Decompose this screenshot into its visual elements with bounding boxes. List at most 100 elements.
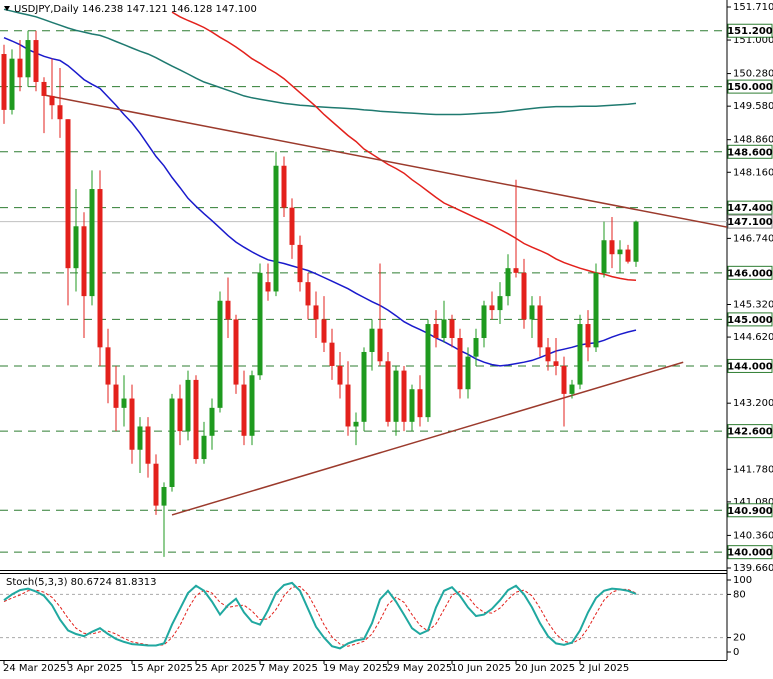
candle-body bbox=[137, 426, 143, 450]
candle-body bbox=[361, 351, 367, 422]
candle-body bbox=[425, 324, 431, 418]
candle-body bbox=[33, 40, 39, 82]
candle-body bbox=[433, 324, 439, 339]
candle-body bbox=[193, 379, 199, 460]
y-tick-label: 149.580 bbox=[733, 101, 773, 112]
level-label: 150.000 bbox=[727, 82, 773, 93]
candle-body bbox=[217, 300, 223, 408]
candle-body bbox=[121, 398, 127, 408]
candle-body bbox=[169, 398, 175, 487]
level-label: 151.200 bbox=[727, 26, 773, 37]
candle-body bbox=[401, 370, 407, 422]
y-tick-label: 140.360 bbox=[733, 530, 773, 541]
level-label: 145.000 bbox=[727, 315, 773, 326]
candle-body bbox=[561, 365, 567, 394]
candle-body bbox=[89, 189, 95, 297]
last-price-label: 147.100 bbox=[727, 217, 773, 228]
moving-average bbox=[3, 8, 637, 116]
moving-average bbox=[171, 11, 637, 282]
y-tick-label: 139.660 bbox=[733, 563, 773, 574]
stoch-main bbox=[3, 581, 637, 650]
candle-body bbox=[305, 282, 311, 306]
candle-body bbox=[505, 268, 511, 297]
candle-body bbox=[473, 338, 479, 357]
candle-body bbox=[513, 268, 519, 273]
price-pane bbox=[0, 8, 727, 557]
candle-body bbox=[129, 398, 135, 450]
candle-body bbox=[441, 319, 447, 339]
x-tick-label: 10 Jun 2025 bbox=[451, 663, 511, 674]
y-tick-label: 144.620 bbox=[733, 332, 773, 343]
chart-title: USDJPY,Daily 146.238 147.121 146.128 147… bbox=[14, 4, 257, 15]
candle-body bbox=[409, 389, 415, 422]
stoch-tick-label: 80 bbox=[733, 589, 746, 600]
x-tick-label: 29 May 2025 bbox=[387, 663, 452, 674]
candle-body bbox=[457, 338, 463, 390]
candle-body bbox=[353, 421, 359, 427]
candle-body bbox=[385, 361, 391, 422]
candle-body bbox=[329, 342, 335, 366]
candle-body bbox=[625, 249, 631, 262]
candle-body bbox=[113, 384, 119, 408]
level-label-box bbox=[727, 503, 773, 518]
candle-body bbox=[105, 347, 111, 385]
candle-body bbox=[393, 370, 399, 422]
x-tick-label: 2 Jul 2025 bbox=[579, 663, 629, 674]
candle-body bbox=[569, 384, 575, 394]
y-tick-label: 151.710 bbox=[733, 2, 773, 13]
candle-body bbox=[257, 272, 263, 376]
candle-body bbox=[449, 319, 455, 339]
level-label: 140.000 bbox=[727, 548, 773, 559]
candle-body bbox=[209, 407, 215, 436]
candle-body bbox=[465, 356, 471, 390]
candle-body bbox=[73, 226, 79, 269]
candle-body bbox=[617, 249, 623, 255]
candle-body bbox=[529, 305, 535, 320]
x-tick-label: 3 Apr 2025 bbox=[67, 663, 122, 674]
candle-body bbox=[97, 189, 103, 348]
candle-body bbox=[201, 435, 207, 460]
y-tick-label: 151.000 bbox=[733, 35, 773, 46]
y-tick-label: 143.200 bbox=[733, 398, 773, 409]
y-tick-label: 150.280 bbox=[733, 69, 773, 80]
candle-body bbox=[265, 282, 271, 292]
stoch-tick-label: 20 bbox=[733, 633, 746, 644]
candle-body bbox=[41, 81, 47, 96]
candle-body bbox=[633, 221, 639, 262]
level-label: 147.400 bbox=[727, 203, 773, 214]
x-tick-label: 20 Jun 2025 bbox=[515, 663, 575, 674]
level-label-box bbox=[727, 424, 773, 439]
candle-body bbox=[81, 226, 87, 297]
axes: 151.710 151.000 150.280 149.580 148.860 148.1… bbox=[3, 2, 773, 674]
stoch-signal bbox=[3, 585, 637, 647]
stoch-tick-label: 100 bbox=[733, 575, 752, 586]
candle-body bbox=[65, 119, 71, 269]
level-label-box bbox=[727, 200, 773, 215]
candle-body bbox=[545, 347, 551, 362]
x-tick-label: 15 Apr 2025 bbox=[131, 663, 193, 674]
stochastic-label: Stoch(5,3,3) 80.6724 81.8313 bbox=[6, 577, 157, 588]
candle-body bbox=[225, 300, 231, 320]
level-label: 142.600 bbox=[727, 427, 773, 438]
candle-body bbox=[321, 319, 327, 343]
stoch-tick-label: 0 bbox=[733, 647, 739, 658]
candle-body bbox=[593, 272, 599, 348]
candle-body bbox=[249, 375, 255, 436]
candle-body bbox=[521, 272, 527, 320]
trendline bbox=[171, 361, 684, 516]
candle-body bbox=[233, 319, 239, 385]
candle-body bbox=[337, 365, 343, 385]
level-label: 148.600 bbox=[727, 147, 773, 158]
x-tick-label: 19 May 2025 bbox=[323, 663, 388, 674]
level-label-box bbox=[727, 265, 773, 280]
candle-body bbox=[273, 165, 279, 292]
candle-body bbox=[49, 95, 55, 106]
candle-body bbox=[145, 426, 151, 464]
level-label: 140.900 bbox=[727, 506, 773, 517]
candle-body bbox=[9, 58, 15, 110]
candle-body bbox=[417, 389, 423, 418]
y-tick-label: 145.320 bbox=[733, 299, 773, 310]
x-tick-label: 7 May 2025 bbox=[259, 663, 318, 674]
trendline bbox=[43, 94, 727, 228]
y-tick-label: 141.080 bbox=[733, 497, 773, 508]
